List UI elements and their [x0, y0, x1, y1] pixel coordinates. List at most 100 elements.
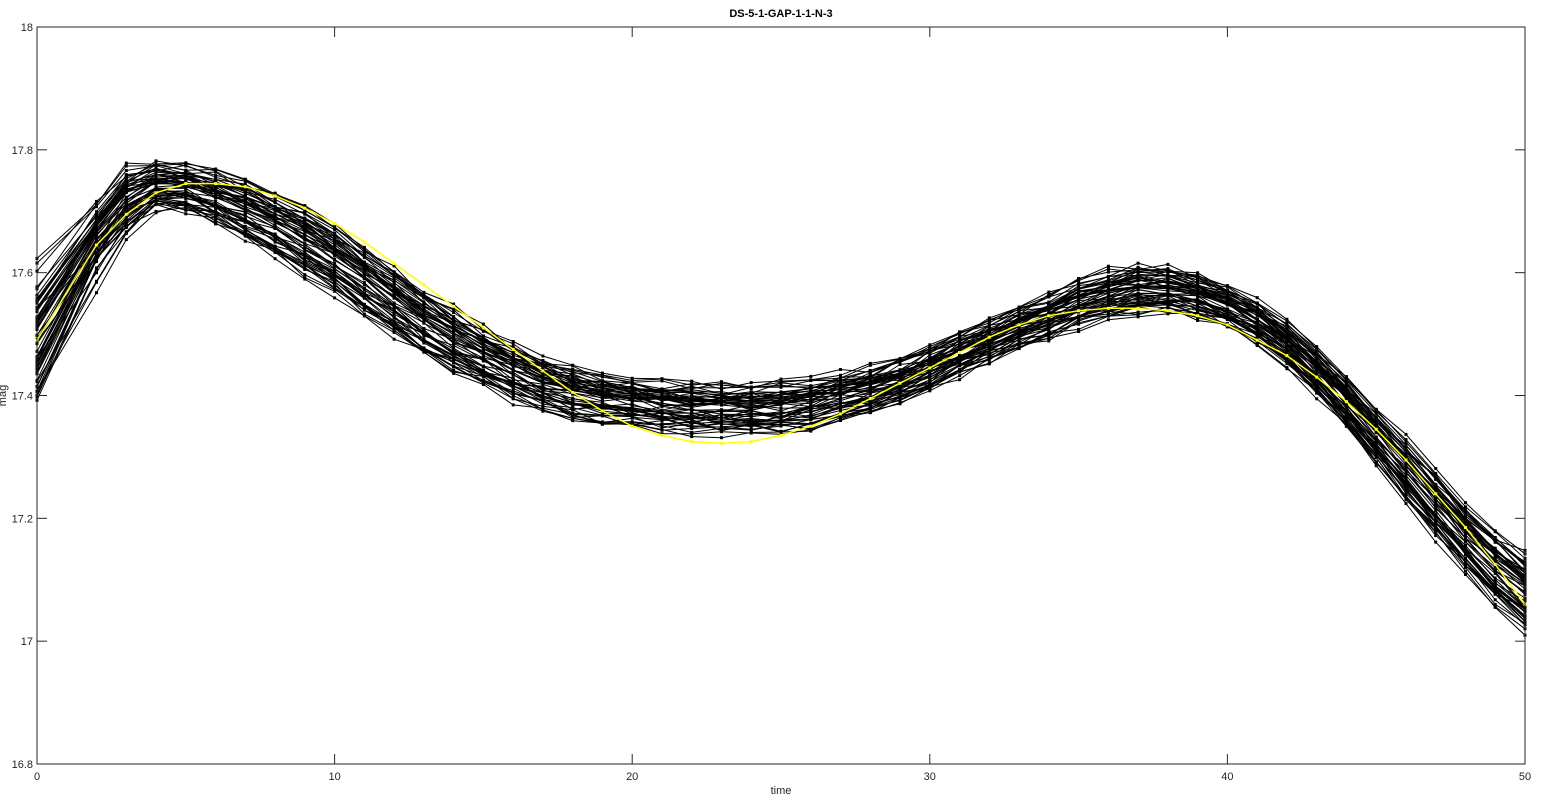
series-point — [1166, 263, 1169, 266]
x-tick-label: 20 — [626, 771, 638, 783]
mean-series-point — [1107, 307, 1110, 310]
series-point — [1256, 296, 1259, 299]
series-point — [1405, 444, 1408, 447]
series-point — [1077, 330, 1080, 333]
series-point — [1077, 279, 1080, 282]
series-point — [750, 412, 753, 415]
series-point — [1226, 298, 1229, 301]
series-point — [958, 347, 961, 350]
series-point — [1375, 444, 1378, 447]
series-point — [184, 197, 187, 200]
series-point — [1434, 541, 1437, 544]
series-point — [690, 382, 693, 385]
series-point — [720, 400, 723, 403]
series-point — [899, 395, 902, 398]
series-point — [1375, 440, 1378, 443]
series-point — [958, 335, 961, 338]
series-point — [155, 211, 158, 214]
series-point — [422, 349, 425, 352]
series-point — [1256, 333, 1259, 336]
series-point — [1166, 302, 1169, 305]
mean-series-point — [1137, 307, 1140, 310]
series-point — [541, 360, 544, 363]
series-point — [512, 403, 515, 406]
series-point — [1256, 312, 1259, 315]
series-point — [512, 373, 515, 376]
series-point — [899, 369, 902, 372]
series-point — [1107, 265, 1110, 268]
mean-series-point — [274, 194, 277, 197]
series-point — [571, 402, 574, 405]
series-point — [1315, 354, 1318, 357]
x-tick-label: 10 — [328, 771, 340, 783]
series-point — [541, 388, 544, 391]
series-point — [333, 282, 336, 285]
mean-series-point — [1285, 354, 1288, 357]
series-point — [482, 375, 485, 378]
series-point — [1166, 275, 1169, 278]
series-point — [1196, 274, 1199, 277]
series-point — [1464, 537, 1467, 540]
series-point — [393, 282, 396, 285]
series-point — [363, 256, 366, 259]
series-point — [1285, 366, 1288, 369]
series-point — [631, 406, 634, 409]
series-point — [1405, 496, 1408, 499]
mean-series-point — [958, 351, 961, 354]
y-tick-label: 17.6 — [12, 268, 33, 280]
series-point — [1137, 283, 1140, 286]
series-point — [928, 363, 931, 366]
series-point — [184, 193, 187, 196]
series-point — [839, 418, 842, 421]
series-point — [1434, 484, 1437, 487]
series-point — [899, 385, 902, 388]
series-point — [1018, 309, 1021, 312]
series-point — [1256, 302, 1259, 305]
series-point — [393, 320, 396, 323]
series-point — [661, 411, 664, 414]
series-point — [125, 230, 128, 233]
series-point — [750, 424, 753, 427]
series-point — [303, 227, 306, 230]
series-point — [780, 381, 783, 384]
series-point — [1345, 404, 1348, 407]
series-point — [869, 364, 872, 367]
series-point — [690, 398, 693, 401]
series-point — [1226, 292, 1229, 295]
series-point — [958, 378, 961, 381]
mean-series-point — [512, 348, 515, 351]
series-point — [1137, 315, 1140, 318]
series-point — [393, 329, 396, 332]
series-point — [274, 207, 277, 210]
series-point — [482, 379, 485, 382]
series-point — [1077, 316, 1080, 319]
series-point — [363, 305, 366, 308]
series-point — [125, 191, 128, 194]
series-point — [690, 409, 693, 412]
series-point — [512, 364, 515, 367]
series-point — [899, 360, 902, 363]
series-point — [869, 403, 872, 406]
series-point — [274, 251, 277, 254]
series-point — [422, 328, 425, 331]
series-point — [869, 392, 872, 395]
series-point — [393, 302, 396, 305]
series-point — [214, 211, 217, 214]
series-point — [452, 355, 455, 358]
series-point — [1405, 502, 1408, 505]
series-point — [1315, 367, 1318, 370]
series-point — [1285, 325, 1288, 328]
series-point — [452, 321, 455, 324]
series-point — [1494, 605, 1497, 608]
mean-series-point — [333, 222, 336, 225]
series-point — [125, 217, 128, 220]
series-point — [541, 400, 544, 403]
series-point — [125, 162, 128, 165]
series-point — [1047, 301, 1050, 304]
series-point — [1315, 358, 1318, 361]
series-point — [1405, 433, 1408, 436]
series-point — [1434, 517, 1437, 520]
series-point — [690, 427, 693, 430]
series-point — [1405, 471, 1408, 474]
mean-series-point — [125, 213, 128, 216]
